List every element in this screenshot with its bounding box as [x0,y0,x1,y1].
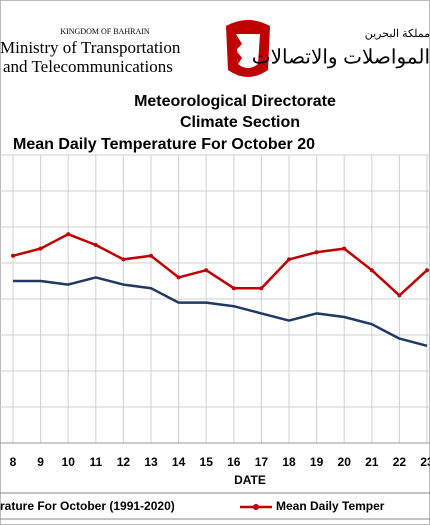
arabic-line1: مملكة البحرين [365,28,430,40]
point [287,257,291,262]
x-tick-label: 17 [255,455,269,469]
series-line [12,232,428,297]
x-tick-label: 21 [365,455,379,469]
x-tick-label: 22 [393,455,407,469]
x-tick-label: 11 [89,455,102,469]
x-tick-label: 9 [37,455,44,469]
title-line: Climate Section [180,114,300,131]
point [38,246,43,251]
x-tick-label: 15 [200,455,214,469]
arabic-line2: المواصلات والاتصالات [252,46,430,68]
point [204,268,209,273]
x-tick-label: 12 [117,455,131,469]
series-line [13,276,428,348]
x-tick-label: 18 [282,455,296,469]
x-axis-label: DATE [234,473,266,487]
point [231,286,236,291]
point [314,250,319,255]
country: KINGDOM OF BAHRAIN [60,27,150,36]
x-tick-label: 20 [338,455,352,469]
point [369,268,374,273]
title-line: Mean Daily Temperature For October 20 [13,136,315,153]
x-tick-label: 13 [144,455,158,469]
point [425,268,429,273]
x-tick-label: 19 [310,455,324,469]
x-tick-label: 14 [172,455,186,469]
point [342,246,347,251]
point [259,286,264,291]
point [11,253,15,258]
point [397,293,402,298]
point [121,257,126,262]
legend-marker [253,504,259,510]
legend-box [0,492,430,520]
legend-label: rature For October (1991-2020) [0,499,175,513]
point [149,253,153,258]
point [66,232,71,237]
point [93,243,98,247]
x-tick-label: 16 [227,455,241,469]
x-tick-label: 23 [420,455,430,469]
ministry-line1: Ministry of Transportation [0,38,181,57]
emblem [226,20,270,77]
point [176,275,181,280]
title-line: Meteorological Directorate [134,93,336,110]
ministry-line2: and Telecommunications [3,57,173,76]
x-tick-label: 10 [62,455,76,469]
x-tick-label: 8 [10,455,17,469]
legend-label: Mean Daily Temper [276,499,385,513]
